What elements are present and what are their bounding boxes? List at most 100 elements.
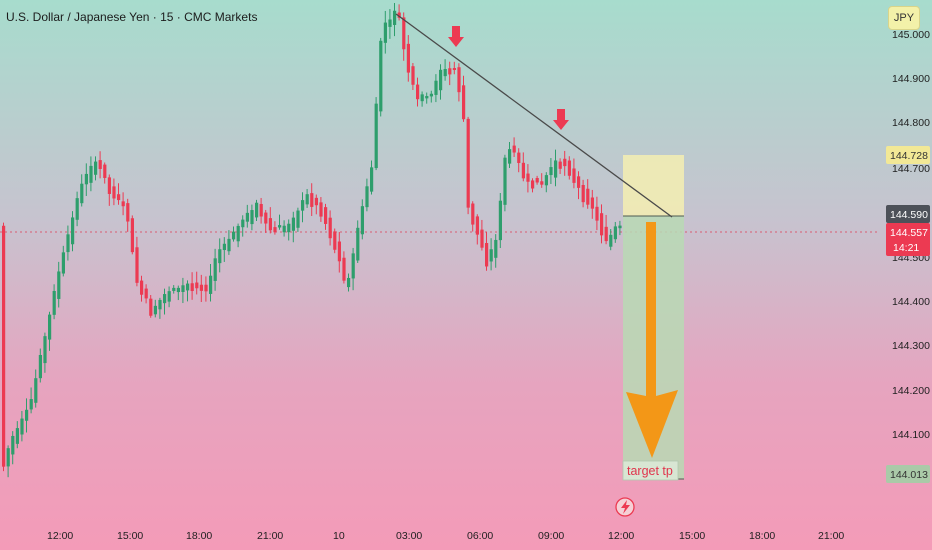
candle <box>2 225 6 467</box>
candle <box>462 85 466 120</box>
symbol-title: U.S. Dollar / Japanese Yen · 15 · CMC Ma… <box>6 10 258 24</box>
candle <box>153 305 157 315</box>
candle <box>393 10 397 25</box>
y-tick-partial-145000: 145.000 <box>892 29 930 41</box>
candle <box>52 290 56 315</box>
candle <box>333 231 337 250</box>
candle <box>241 219 245 228</box>
candle <box>508 149 512 164</box>
candle <box>61 252 65 274</box>
candle <box>434 80 438 95</box>
x-tick-label: 09:00 <box>538 530 564 542</box>
candle <box>374 103 378 169</box>
candle <box>572 168 576 183</box>
y-axis[interactable]: 145.000 144.900 144.800 144.700 144.500 … <box>892 29 930 441</box>
candle <box>342 257 346 281</box>
candle <box>521 162 525 179</box>
candle <box>71 217 75 245</box>
candle <box>268 218 272 231</box>
y-tick-144100: 144.100 <box>892 429 930 441</box>
candle <box>236 225 240 242</box>
candle <box>103 164 107 178</box>
candle <box>163 294 167 304</box>
candle <box>48 314 52 340</box>
candle <box>94 161 98 175</box>
resistance-trendline[interactable] <box>395 13 673 218</box>
candle <box>278 225 282 228</box>
candle <box>213 258 217 281</box>
candle <box>544 175 548 186</box>
candle <box>259 203 263 217</box>
flash-event-icon[interactable] <box>615 497 635 517</box>
candle <box>250 210 254 225</box>
candle <box>443 68 447 77</box>
candle <box>25 409 29 421</box>
candle <box>613 226 617 240</box>
candle <box>176 287 180 293</box>
candle <box>471 203 475 225</box>
candle <box>273 227 277 233</box>
candle <box>324 207 328 224</box>
x-tick-label: 15:00 <box>117 530 143 542</box>
candle <box>452 68 456 71</box>
entry-top-tag: 144.728 <box>890 150 928 162</box>
candle <box>558 161 562 169</box>
candle <box>296 210 300 228</box>
candle <box>388 19 392 27</box>
candle <box>549 167 553 176</box>
candle <box>140 280 144 295</box>
candle <box>232 231 236 240</box>
candle <box>291 217 295 231</box>
candle <box>227 238 231 252</box>
candle <box>301 200 305 211</box>
x-axis[interactable]: 12:00 15:00 18:00 21:00 10 03:00 06:00 0… <box>47 530 844 542</box>
candle <box>218 249 222 264</box>
candle <box>181 285 185 292</box>
candle <box>429 93 433 97</box>
candle <box>15 428 19 444</box>
candle <box>167 291 171 302</box>
y-tick-144400: 144.400 <box>892 296 930 308</box>
candle <box>416 84 420 100</box>
candle <box>38 354 42 379</box>
candle <box>144 288 148 299</box>
candle <box>6 448 10 467</box>
candle <box>11 435 15 455</box>
x-tick-label: 06:00 <box>467 530 493 542</box>
candle <box>475 216 479 235</box>
x-tick-label: 18:00 <box>749 530 775 542</box>
candle <box>512 145 516 153</box>
target-label: target tp <box>627 464 673 478</box>
candle <box>305 194 309 205</box>
candle <box>360 206 364 235</box>
entry-bottom-tag: 144.590 <box>890 209 928 221</box>
candle <box>29 399 33 410</box>
candle <box>590 197 594 209</box>
candle <box>112 186 116 199</box>
candle <box>190 283 194 292</box>
candle <box>351 253 355 279</box>
candle <box>80 183 84 204</box>
candle <box>411 66 415 85</box>
candle <box>130 218 134 253</box>
candle <box>347 277 351 288</box>
candle <box>337 241 341 262</box>
candle <box>489 249 493 262</box>
target-label-box <box>622 460 679 481</box>
candle <box>75 198 79 220</box>
candle <box>498 200 502 241</box>
x-tick-label: 21:00 <box>818 530 844 542</box>
current-price-tag: 144.557 <box>890 227 928 239</box>
candle <box>466 118 470 208</box>
countdown-tag: 14:21 <box>893 242 919 254</box>
x-tick-label: 12:00 <box>47 530 73 542</box>
candle <box>255 202 259 218</box>
candle <box>20 418 24 435</box>
candle <box>554 160 558 178</box>
candle <box>149 298 153 316</box>
y-tick-144800: 144.800 <box>892 117 930 129</box>
candle <box>379 40 383 112</box>
currency-button[interactable]: JPY <box>888 6 920 30</box>
